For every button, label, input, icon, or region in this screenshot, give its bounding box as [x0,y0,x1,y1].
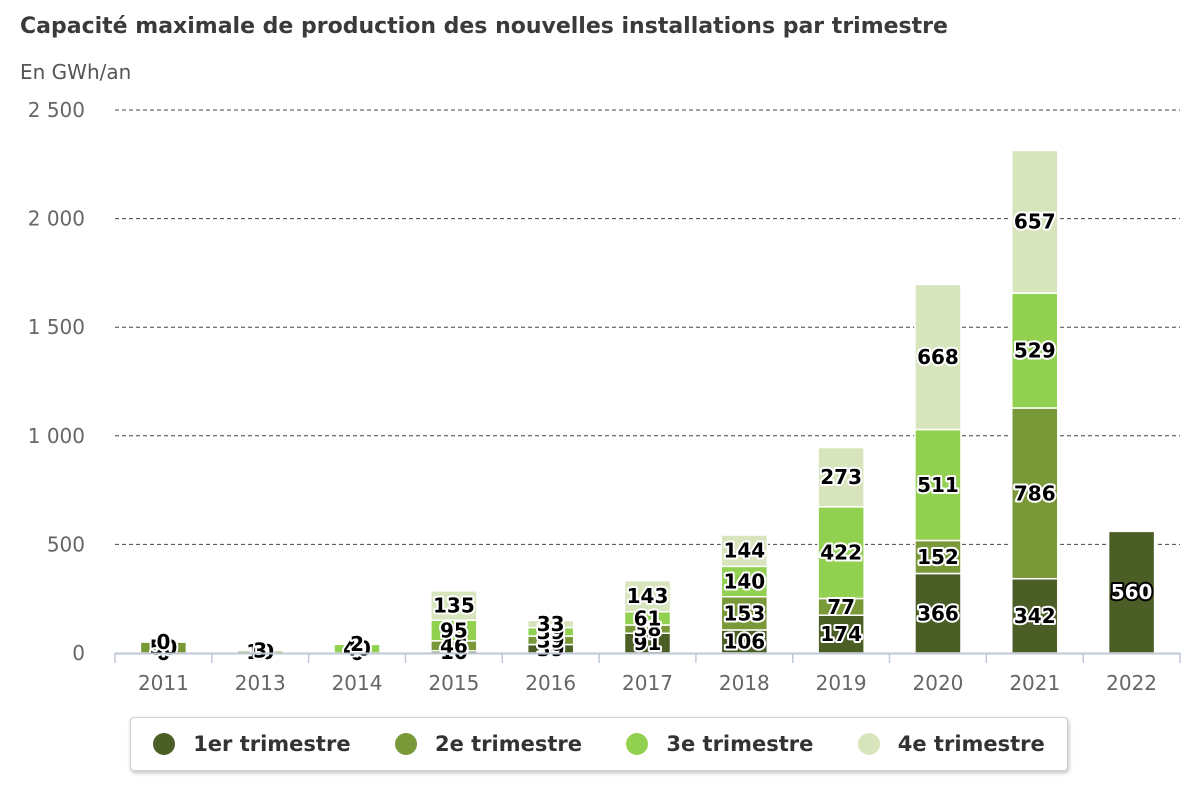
x-tick-label: 2013 [235,671,286,695]
data-label: 342 [1014,604,1056,628]
x-tick-label: 2015 [428,671,479,695]
bar-segment [914,539,962,575]
y-tick-label: 1 500 [28,315,85,339]
data-label: 39 [537,628,565,652]
legend: 1er trimestre 2e trimestre 3e trimestre … [130,717,1068,771]
legend-label-q4: 4e trimestre [897,732,1045,756]
data-label: 786 [1014,481,1056,505]
data-label: 135 [433,594,475,618]
data-label: 95 [440,619,468,643]
legend-marker-q1 [153,733,176,755]
data-label: 10 [246,640,274,664]
data-label: 273 [820,465,862,489]
grid-lines [115,109,1180,545]
data-label: 0 [156,630,170,654]
data-label: 0 [253,639,267,663]
y-tick-label: 0 [72,641,85,665]
data-label: 511 [917,473,959,497]
data-label: 77 [827,595,855,619]
data-label: 144 [723,539,765,563]
legend-item-q3[interactable]: 3e trimestre [626,732,813,756]
data-label: 529 [1014,339,1056,363]
bar-segment [1011,149,1059,294]
bar-segment [1107,530,1156,654]
x-axis: 2011 2013 2014 2015 2016 2017 2018 2019 2020 2021… [114,652,1181,695]
legend-item-q1[interactable]: 1er trimestre [153,732,351,756]
data-label: 153 [723,601,765,625]
x-tick-label: 2018 [719,671,770,695]
data-label: 140 [723,570,765,594]
bar-segment [236,649,284,652]
legend-label-q2: 2e trimestre [434,732,582,756]
legend-marker-q2 [394,733,417,755]
data-label: 50 [149,636,177,660]
data-label: 91 [634,631,662,655]
legend-marker-q3 [626,733,649,755]
bar-segment [914,428,962,542]
y-axis-labels: 0 500 1 000 1 500 2 000 2 500 [28,98,85,665]
bar-segment [623,579,672,613]
data-label: 143 [627,584,669,608]
legend-marker-q4 [857,733,880,755]
y-tick-label: 2 500 [28,98,85,122]
legend-item-q4[interactable]: 4e trimestre [857,732,1045,756]
data-label: 657 [1014,210,1056,234]
legend-item-q2[interactable]: 2e trimestre [394,732,582,756]
chart-title: Capacité maximale de production des nouv… [20,14,948,39]
legend-label-q1: 1er trimestre [193,732,351,756]
y-tick-label: 500 [47,532,85,556]
data-label: 152 [917,545,959,569]
x-tick-label: 2019 [816,671,867,695]
data-label: 39 [537,620,565,644]
x-tick-label: 2021 [1009,671,1060,695]
data-label: 668 [917,345,959,369]
data-label: 10 [440,640,468,664]
bar-segment [914,283,962,431]
bar-segment [720,595,769,631]
data-label: 39 [537,637,565,661]
data-label: 38 [634,617,662,641]
data-label: 560 [1111,580,1153,604]
chart-subtitle: En GWh/an [20,60,132,84]
data-label: 422 [820,541,862,565]
data-label: 0 [156,630,170,654]
bar-segment [914,572,962,654]
y-tick-label: 2 000 [28,207,85,231]
legend-label-q3: 3e trimestre [666,732,814,756]
data-label: 366 [917,601,959,625]
bar-segment [817,614,865,654]
data-label: 40 [343,637,371,661]
data-label: 174 [820,622,862,646]
x-tick-label: 2014 [332,671,383,695]
x-tick-label: 2016 [525,671,576,695]
x-tick-label: 2011 [138,671,189,695]
bar-segment [720,534,769,568]
x-tick-label: 2022 [1106,671,1157,695]
bar-segment [817,506,865,600]
data-label: 3 [253,639,267,663]
data-label: 61 [634,606,662,630]
bar-segment [430,590,478,621]
y-tick-label: 1 000 [28,424,85,448]
data-label: 2 [350,632,364,656]
bars [139,149,1156,654]
data-label: 106 [723,629,765,653]
data-label: 33 [537,612,565,636]
bar-segment [817,446,865,508]
x-tick-label: 2017 [622,671,673,695]
bar-segment [526,619,575,629]
x-tick-label: 2020 [913,671,964,695]
